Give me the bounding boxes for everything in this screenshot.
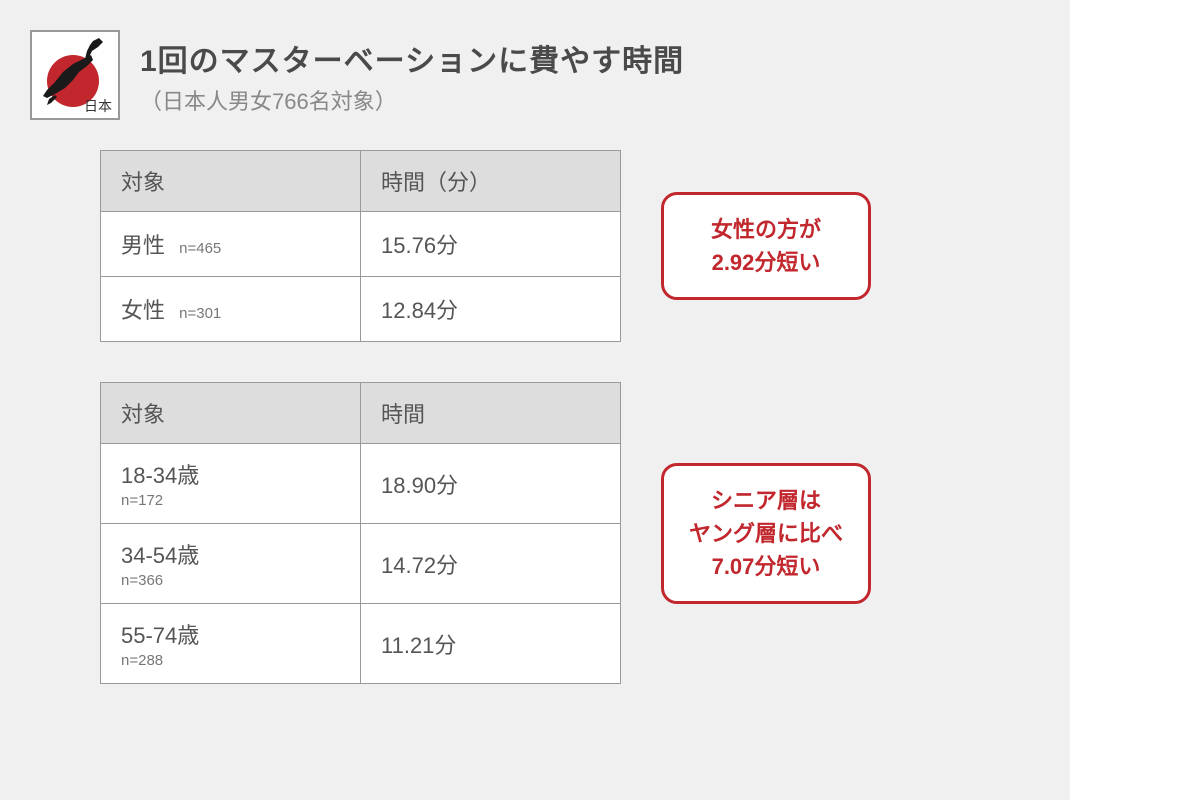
- row-n: n=465: [179, 240, 221, 257]
- japan-flag-box: 日本: [30, 30, 120, 120]
- callout-line: 7.07分短い: [686, 550, 846, 583]
- cell-label: 女性 n=301: [101, 277, 361, 342]
- cell-label: 18-34歳 n=172: [101, 444, 361, 524]
- col-subject: 対象: [101, 151, 361, 212]
- cell-value: 12.84分: [361, 277, 621, 342]
- row-label: 男性: [121, 233, 165, 258]
- row-n: n=366: [121, 572, 340, 589]
- callout-age: シニア層は ヤング層に比べ 7.07分短い: [661, 463, 871, 604]
- table-row: 18-34歳 n=172 18.90分: [101, 444, 621, 524]
- callout-line: 女性の方が: [686, 213, 846, 246]
- cell-value: 14.72分: [361, 524, 621, 604]
- table-row: 女性 n=301 12.84分: [101, 277, 621, 342]
- callout-line: ヤング層に比べ: [686, 517, 846, 550]
- age-table: 対象 時間 18-34歳 n=172 18.90分 34-54歳 n=366 1…: [100, 382, 621, 684]
- col-time: 時間: [361, 383, 621, 444]
- infographic-panel: 日本 1回のマスターベーションに費やす時間 （日本人男女766名対象） 対象 時…: [0, 0, 1070, 800]
- col-time: 時間（分）: [361, 151, 621, 212]
- callout-line: 2.92分短い: [686, 246, 846, 279]
- gender-table: 対象 時間（分） 男性 n=465 15.76分 女性 n=301 12.84分: [100, 150, 621, 342]
- row-label: 女性: [121, 298, 165, 323]
- row-label: 34-54歳: [121, 543, 199, 568]
- row-n: n=172: [121, 492, 340, 509]
- cell-value: 15.76分: [361, 212, 621, 277]
- row-n: n=288: [121, 652, 340, 669]
- cell-label: 55-74歳 n=288: [101, 604, 361, 684]
- row-n: n=301: [179, 305, 221, 322]
- cell-label: 男性 n=465: [101, 212, 361, 277]
- cell-value: 18.90分: [361, 444, 621, 524]
- callout-line: シニア層は: [686, 484, 846, 517]
- page-title: 1回のマスターベーションに費やす時間: [140, 36, 684, 80]
- table-header-row: 対象 時間（分）: [101, 151, 621, 212]
- table-header-row: 対象 時間: [101, 383, 621, 444]
- flag-label: 日本: [84, 96, 112, 116]
- cell-label: 34-54歳 n=366: [101, 524, 361, 604]
- page-subtitle: （日本人男女766名対象）: [140, 84, 684, 116]
- cell-value: 11.21分: [361, 604, 621, 684]
- section-gender: 対象 時間（分） 男性 n=465 15.76分 女性 n=301 12.84分…: [100, 150, 1040, 342]
- section-age: 対象 時間 18-34歳 n=172 18.90分 34-54歳 n=366 1…: [100, 382, 1040, 684]
- callout-gender: 女性の方が 2.92分短い: [661, 192, 871, 300]
- row-label: 18-34歳: [121, 463, 199, 488]
- table-row: 55-74歳 n=288 11.21分: [101, 604, 621, 684]
- table-row: 34-54歳 n=366 14.72分: [101, 524, 621, 604]
- header: 日本 1回のマスターベーションに費やす時間 （日本人男女766名対象）: [30, 30, 1040, 120]
- table-row: 男性 n=465 15.76分: [101, 212, 621, 277]
- col-subject: 対象: [101, 383, 361, 444]
- row-label: 55-74歳: [121, 623, 199, 648]
- title-block: 1回のマスターベーションに費やす時間 （日本人男女766名対象）: [140, 30, 684, 116]
